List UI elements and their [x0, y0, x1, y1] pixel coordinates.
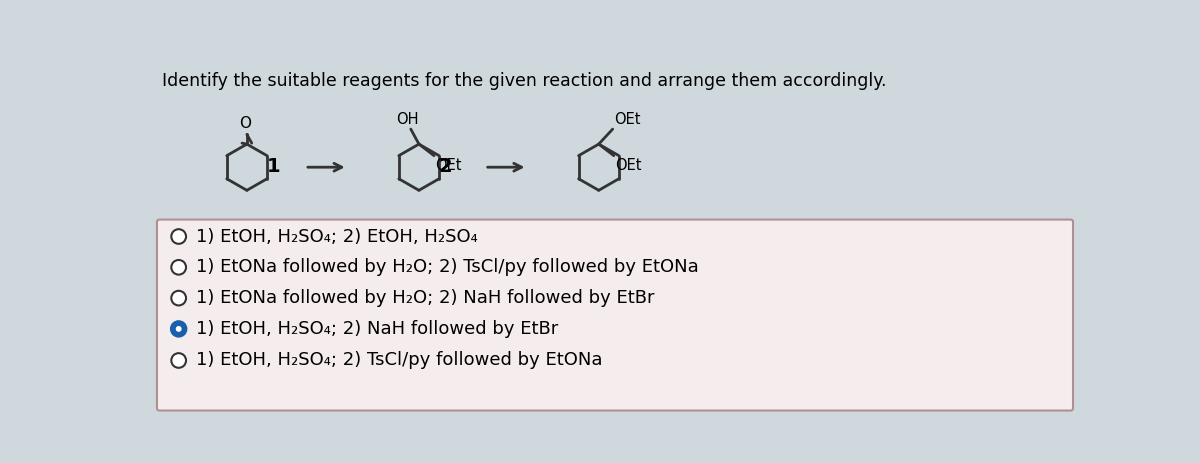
Text: O: O: [239, 116, 251, 131]
Text: Identify the suitable reagents for the given reaction and arrange them according: Identify the suitable reagents for the g…: [162, 72, 886, 90]
Text: 2: 2: [439, 156, 452, 175]
Circle shape: [175, 326, 181, 332]
Text: 1: 1: [266, 156, 281, 175]
Text: 1) EtONa followed by H₂O; 2) NaH followed by EtBr: 1) EtONa followed by H₂O; 2) NaH followe…: [197, 289, 655, 307]
Circle shape: [172, 260, 186, 275]
Circle shape: [172, 322, 186, 336]
Circle shape: [172, 353, 186, 368]
FancyBboxPatch shape: [157, 219, 1073, 411]
Text: 1) EtONa followed by H₂O; 2) TsCl/py followed by EtONa: 1) EtONa followed by H₂O; 2) TsCl/py fol…: [197, 258, 700, 276]
Text: OH: OH: [396, 112, 419, 127]
Text: 1) EtOH, H₂SO₄; 2) TsCl/py followed by EtONa: 1) EtOH, H₂SO₄; 2) TsCl/py followed by E…: [197, 351, 604, 369]
Text: OEt: OEt: [436, 158, 462, 173]
Circle shape: [172, 291, 186, 306]
Text: 1) EtOH, H₂SO₄; 2) NaH followed by EtBr: 1) EtOH, H₂SO₄; 2) NaH followed by EtBr: [197, 320, 559, 338]
Text: 1) EtOH, H₂SO₄; 2) EtOH, H₂SO₄: 1) EtOH, H₂SO₄; 2) EtOH, H₂SO₄: [197, 227, 479, 245]
Text: OEt: OEt: [614, 112, 641, 127]
Circle shape: [172, 229, 186, 244]
Text: OEt: OEt: [616, 158, 642, 173]
